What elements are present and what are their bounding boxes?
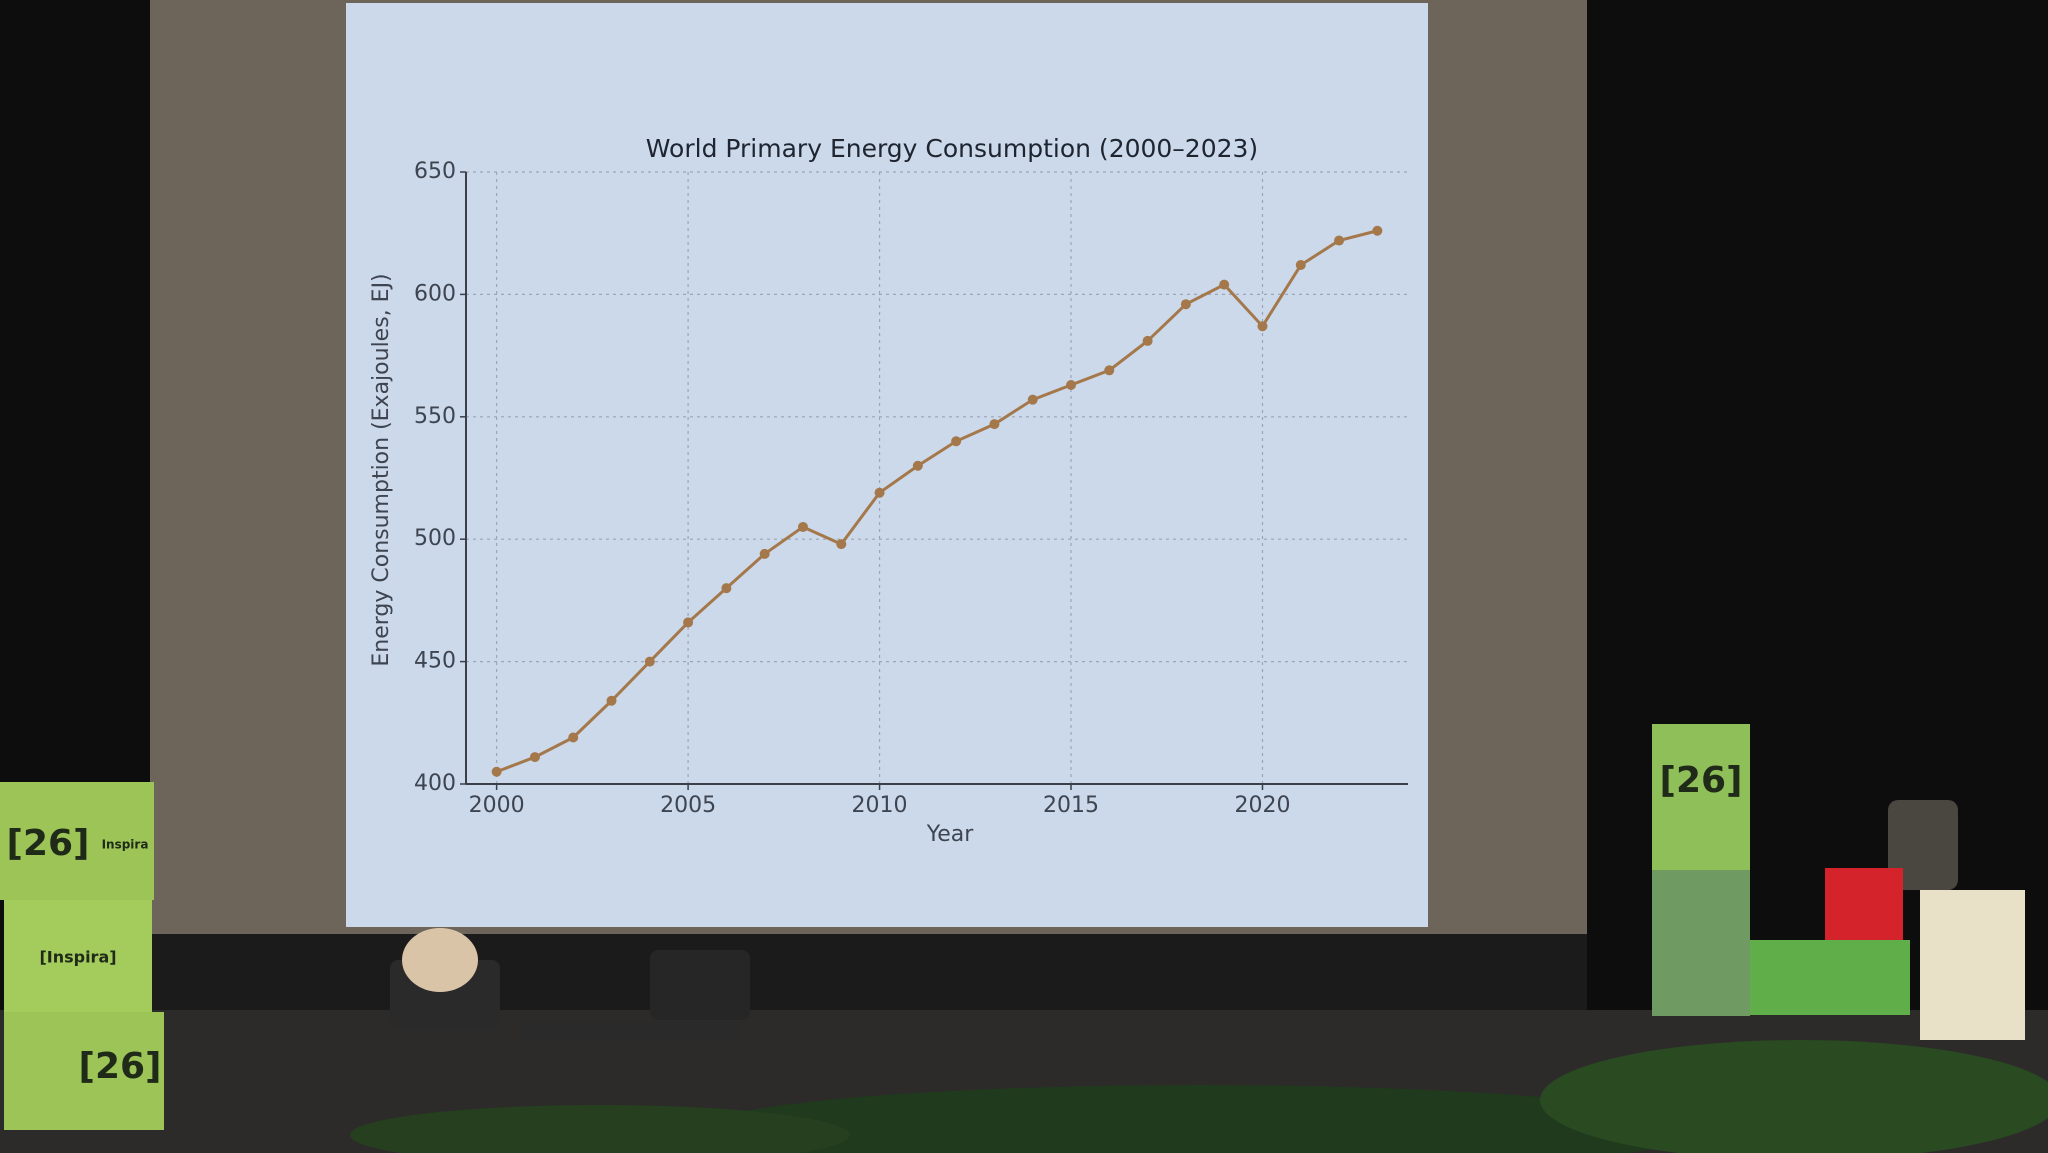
- data-point: [1180, 299, 1191, 310]
- y-tick-label: 550: [414, 404, 456, 429]
- data-point: [644, 656, 655, 667]
- sdg-box: [1750, 940, 1910, 1015]
- sign-text: [26]: [78, 1046, 161, 1087]
- x-tick-label: 2015: [1043, 793, 1099, 818]
- data-point: [912, 460, 923, 471]
- sign-pillar: [1652, 870, 1750, 1016]
- sign-text: [Inspira]: [39, 948, 116, 967]
- stage-wall: [150, 934, 1587, 1024]
- y-tick-label: 600: [414, 281, 456, 306]
- data-point: [568, 732, 579, 743]
- y-tick-label: 450: [414, 649, 456, 674]
- data-point: [1219, 279, 1230, 290]
- data-point: [989, 419, 1000, 430]
- data-point: [759, 548, 770, 559]
- sign-text: [26]: [1659, 760, 1742, 801]
- data-point: [1295, 260, 1306, 271]
- y-tick-label: 650: [414, 159, 456, 184]
- speaker: [1888, 800, 1958, 890]
- x-tick-label: 2020: [1234, 793, 1290, 818]
- data-point: [1104, 365, 1115, 376]
- data-point: [1066, 379, 1077, 390]
- plants: [700, 1085, 1700, 1153]
- podium: [1920, 890, 2025, 1040]
- x-tick-label: 2000: [469, 793, 525, 818]
- data-point: [1027, 394, 1038, 405]
- sign-text: [26]: [6, 823, 89, 864]
- data-line: [496, 229, 1378, 774]
- plants: [350, 1105, 850, 1153]
- x-axis-label: Year: [926, 822, 975, 847]
- y-tick-label: 400: [414, 771, 456, 796]
- data-point: [874, 487, 885, 498]
- data-point: [951, 436, 962, 447]
- data-point: [529, 752, 540, 763]
- data-point: [797, 521, 808, 532]
- sign-text: Inspira: [102, 838, 149, 852]
- data-point: [606, 695, 617, 706]
- x-tick-label: 2005: [660, 793, 716, 818]
- table: [520, 1022, 740, 1040]
- person: [402, 928, 478, 992]
- data-point: [1334, 235, 1345, 246]
- y-tick-label: 500: [414, 526, 456, 551]
- slide: [346, 3, 1428, 927]
- sdg-box: [1825, 868, 1903, 943]
- sign-box: [0, 782, 154, 900]
- sign-box: [4, 1012, 164, 1130]
- data-point: [721, 583, 732, 594]
- sign-box: [4, 900, 152, 1012]
- data-point: [491, 766, 502, 777]
- data-point: [836, 539, 847, 550]
- chart-title: World Primary Energy Consumption (2000–2…: [646, 134, 1258, 163]
- chart: World Primary Energy Consumption (2000–2…: [369, 134, 1408, 847]
- plants: [1540, 1040, 2048, 1153]
- y-axis-label: Energy Consumption (Exajoules, EJ): [369, 273, 394, 666]
- data-point: [1257, 321, 1268, 332]
- x-tick-label: 2010: [852, 793, 908, 818]
- data-point: [683, 617, 694, 628]
- chair: [650, 950, 750, 1020]
- data-point: [1142, 335, 1153, 346]
- data-point: [1372, 225, 1383, 236]
